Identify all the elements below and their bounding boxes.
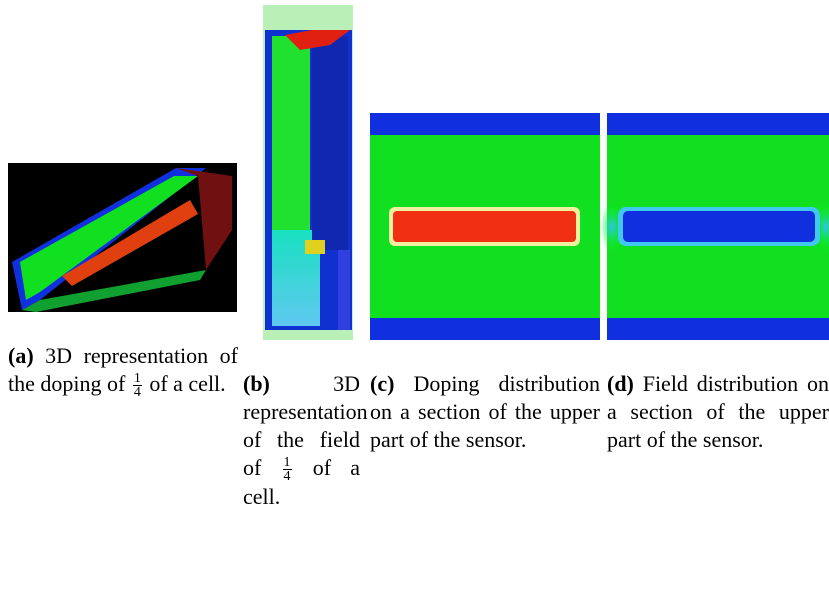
image-b bbox=[263, 5, 353, 340]
caption-text: Doping distribution on a section of the … bbox=[370, 371, 600, 452]
caption-label: (b) bbox=[243, 371, 270, 396]
caption-text: of a cell. bbox=[243, 455, 360, 509]
image-d bbox=[600, 113, 829, 340]
denominator: 4 bbox=[284, 470, 291, 483]
caption-label: (c) bbox=[370, 371, 394, 396]
image-a bbox=[8, 163, 237, 312]
page: (a) 3D representation of the doping of 1… bbox=[0, 0, 829, 603]
figure-images bbox=[0, 0, 829, 603]
denominator: 4 bbox=[134, 386, 141, 399]
caption-text: of a cell. bbox=[149, 371, 225, 396]
caption-c: (c) Doping distribution on a section of … bbox=[370, 370, 600, 454]
caption-label: (d) bbox=[607, 371, 634, 396]
numerator: 1 bbox=[283, 456, 292, 470]
caption-a: (a) 3D representation of the doping of 1… bbox=[8, 342, 238, 399]
caption-d: (d) Field distribution on a section of t… bbox=[607, 370, 829, 454]
caption-label: (a) bbox=[8, 343, 34, 368]
numerator: 1 bbox=[133, 372, 142, 386]
image-c bbox=[370, 113, 600, 340]
caption-text: Field distribution on a section of the u… bbox=[607, 371, 829, 452]
